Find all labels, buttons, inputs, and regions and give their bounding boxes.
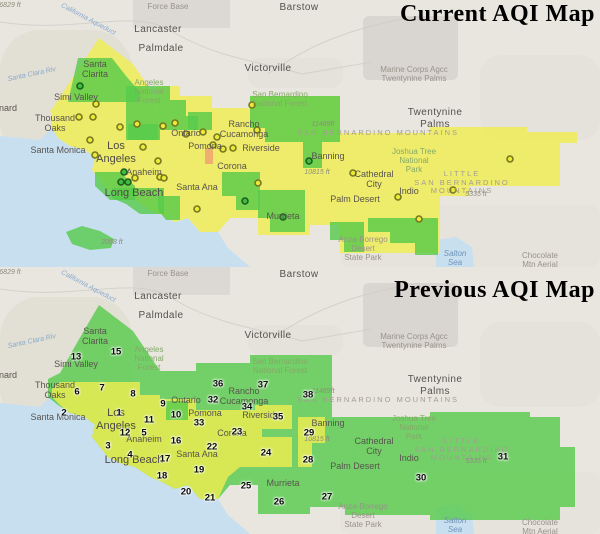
previous-aqi-map-panel[interactable]: Force Base Lancaster Palmdale Barstow Victor… [0,267,600,534]
aqi-green-patch [368,218,438,255]
yellow-station-marker[interactable] [248,101,256,109]
aqi-green-patch [166,401,188,420]
road-line [0,20,373,75]
aqi-green-patch [128,124,158,140]
yellow-station-marker[interactable] [139,143,147,151]
previous-map-canvas [0,267,600,534]
terrain-shape [480,55,600,140]
yellow-station-marker[interactable] [91,151,99,159]
aqi-green-patch [112,188,164,214]
yellow-station-marker[interactable] [229,144,237,152]
aqi-green-patch [250,96,340,168]
current-map-canvas [0,0,600,267]
aqi-green-patch [68,58,140,102]
aqi-yellow-patch [298,417,325,467]
yellow-station-marker[interactable] [131,174,139,182]
yellow-station-marker[interactable] [449,186,457,194]
green-station-marker[interactable] [120,168,128,176]
current-map-title: Current AQI Map [399,1,595,27]
yellow-station-marker[interactable] [133,120,141,128]
aqi-green-patch [222,172,260,210]
previous-map-title: Previous AQI Map [394,277,595,303]
road-line [0,287,373,342]
yellow-station-marker[interactable] [160,174,168,182]
green-station-marker[interactable] [124,178,132,186]
green-station-marker[interactable] [76,82,84,90]
yellow-station-marker[interactable] [219,145,227,153]
yellow-station-marker[interactable] [92,100,100,108]
yellow-station-marker[interactable] [86,136,94,144]
yellow-station-marker[interactable] [89,113,97,121]
terrain-shape [363,16,458,80]
yellow-station-marker[interactable] [349,169,357,177]
yellow-station-marker[interactable] [213,133,221,141]
yellow-station-marker[interactable] [159,122,167,130]
yellow-station-marker[interactable] [415,215,423,223]
yellow-station-marker[interactable] [116,123,124,131]
terrain-shape [480,322,600,407]
road-line [267,15,421,75]
yellow-station-marker[interactable] [199,128,207,136]
aqi-green-patch [188,112,212,130]
terrain-shape [133,0,230,28]
yellow-station-marker[interactable] [75,113,83,121]
green-station-marker[interactable] [241,197,249,205]
terrain-shape [363,283,458,347]
aqi-green-patch [66,226,114,250]
aqi-green-patch [158,196,180,220]
terrain-shape [248,58,343,88]
yellow-station-marker[interactable] [254,179,262,187]
yellow-station-marker[interactable] [154,157,162,165]
water-body [0,395,250,534]
yellow-station-marker[interactable] [171,119,179,127]
terrain-shape [133,267,230,295]
green-station-marker[interactable] [117,178,125,186]
aqi-green-patch [258,190,305,232]
yellow-station-marker[interactable] [182,130,190,138]
yellow-station-marker[interactable] [209,141,217,149]
road-line [267,282,421,342]
current-aqi-map-panel[interactable]: Force Base Lancaster Palmdale Barstow Victor… [0,0,600,267]
aqi-green-patch [330,222,364,252]
aqi-yellow-patch [52,382,292,499]
aqi-orange-patch [205,148,213,164]
green-station-marker[interactable] [305,157,313,165]
yellow-station-marker[interactable] [193,205,201,213]
yellow-station-marker[interactable] [253,126,261,134]
terrain-shape [248,325,343,355]
yellow-station-marker[interactable] [506,155,514,163]
water-body [436,237,474,267]
yellow-station-marker[interactable] [394,193,402,201]
green-station-marker[interactable] [279,213,287,221]
